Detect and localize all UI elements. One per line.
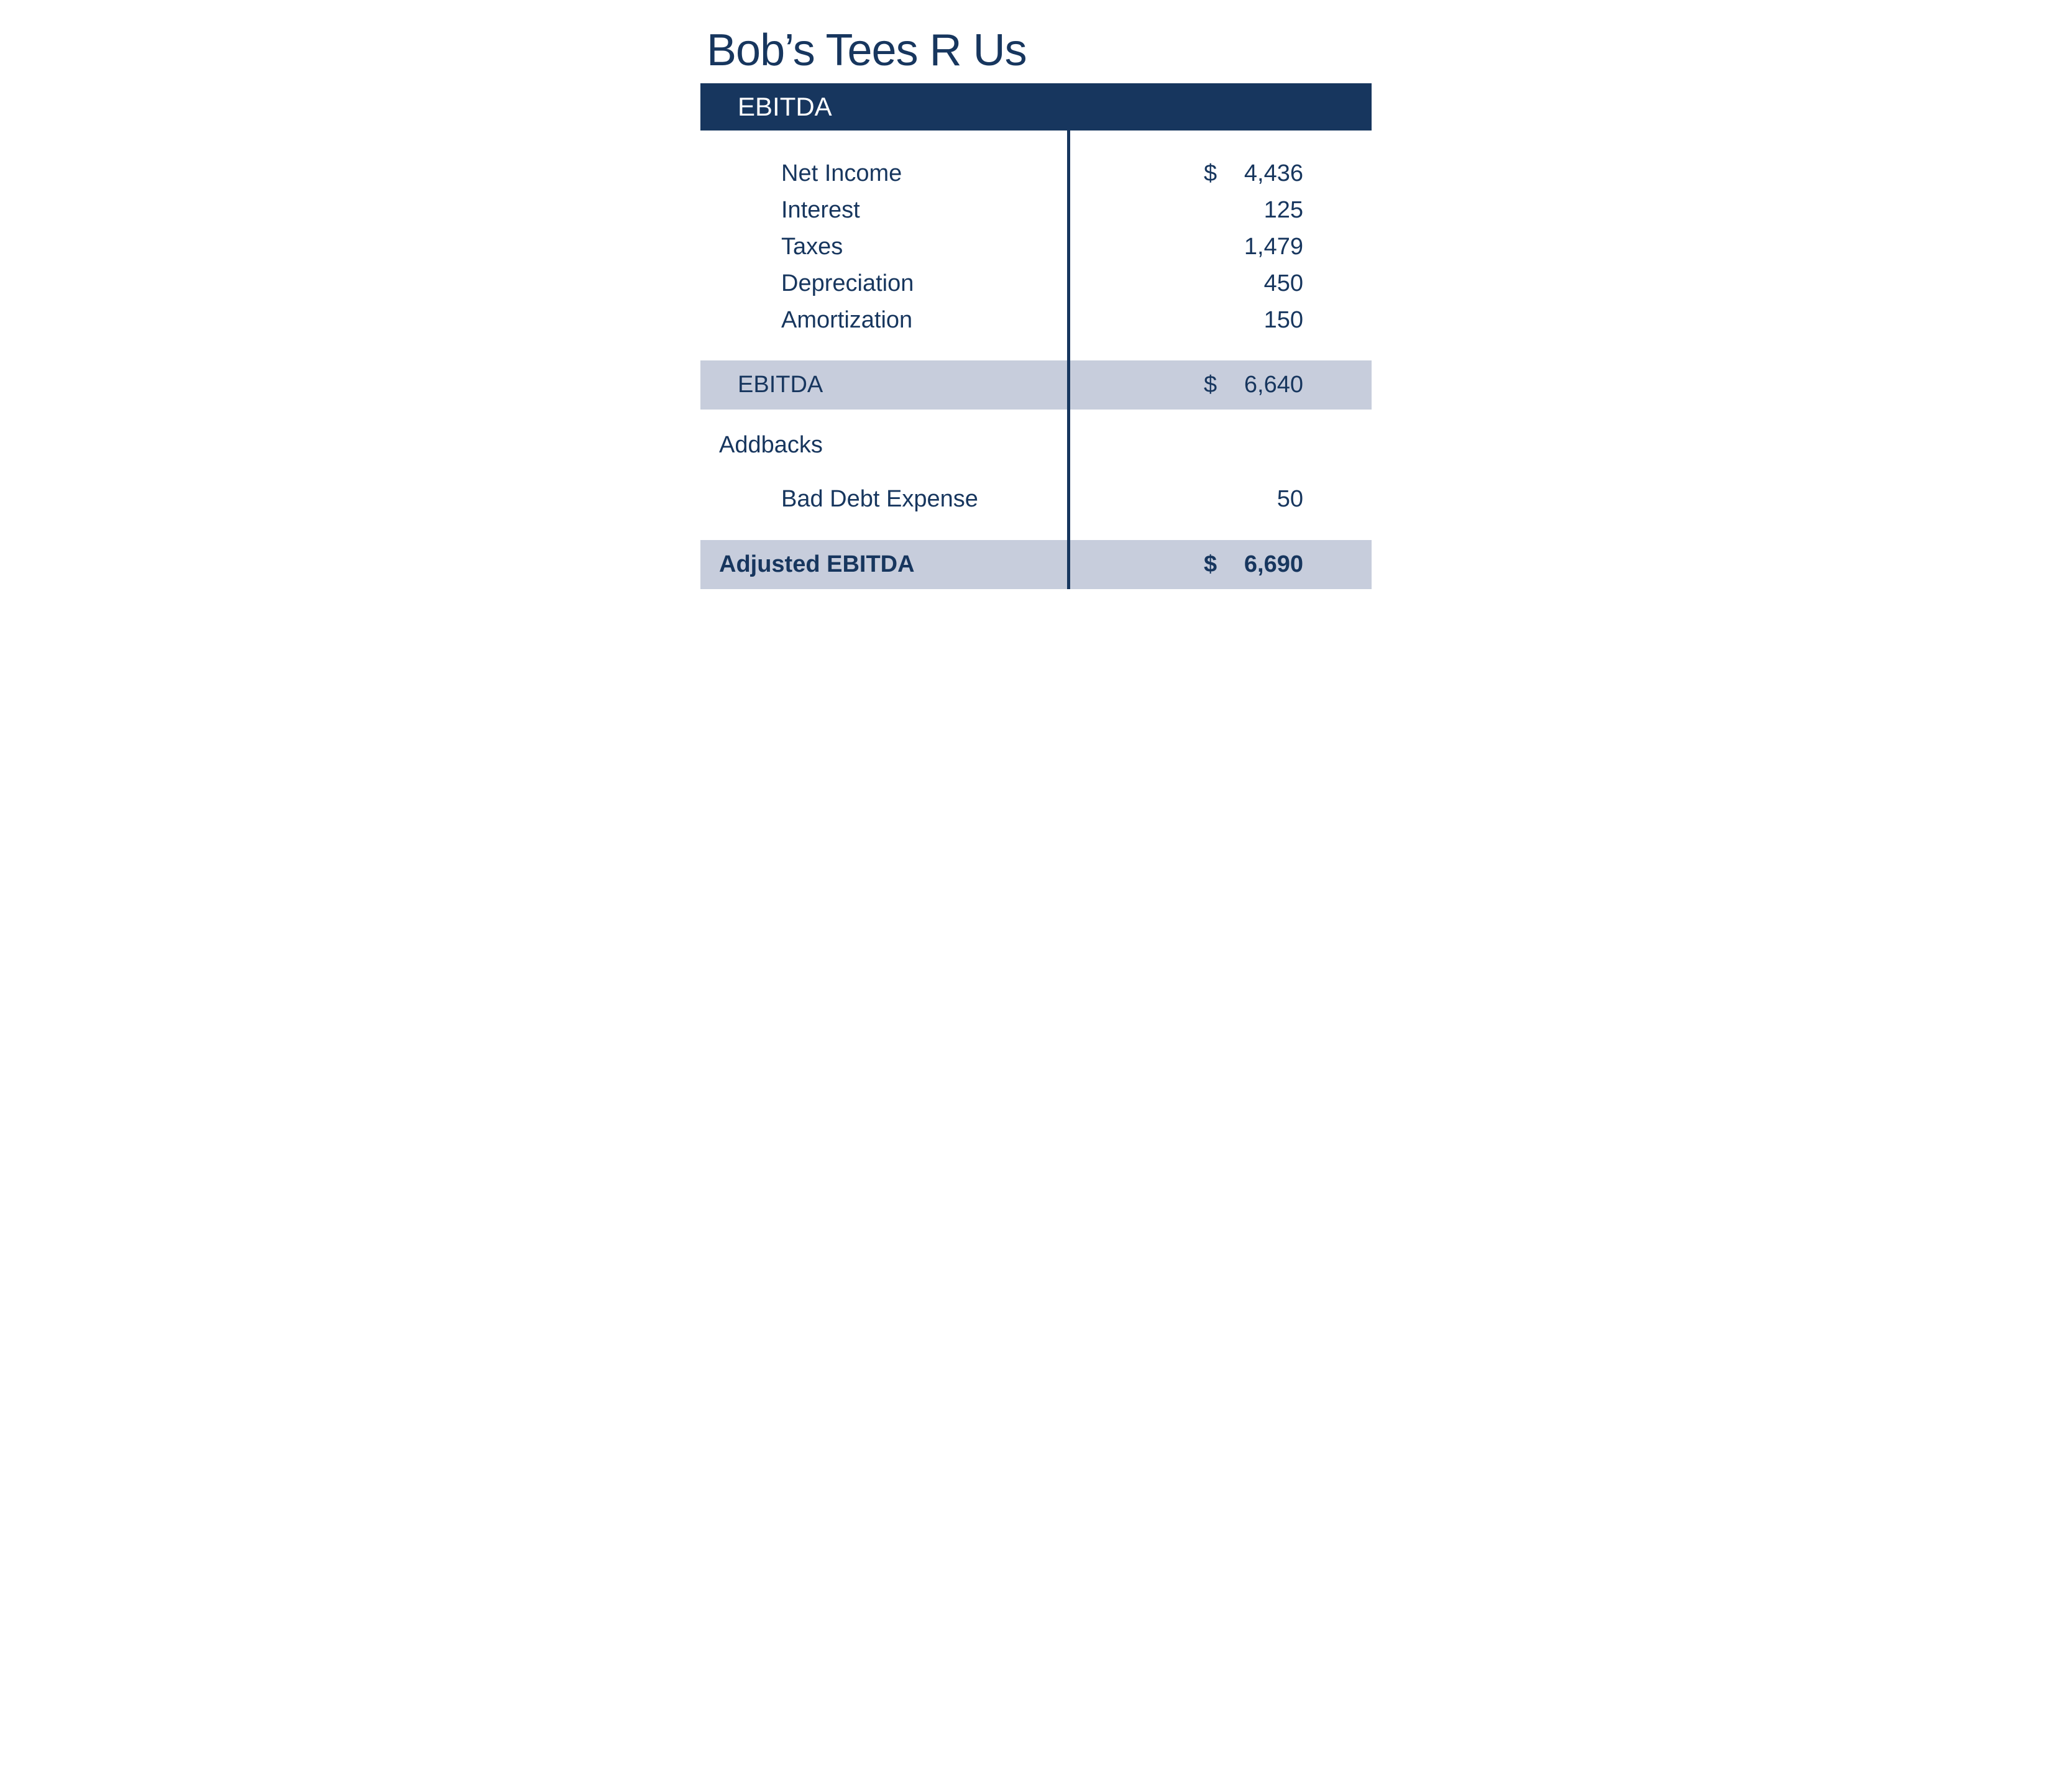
amount: 4,436 — [1229, 155, 1303, 192]
value: 150 — [1067, 302, 1372, 339]
section-header: EBITDA — [700, 83, 1372, 131]
label: Amortization — [700, 302, 1067, 339]
currency-symbol: $ — [1204, 155, 1217, 192]
addbacks-heading-row: Addbacks — [700, 432, 1372, 459]
amount: 6,690 — [1229, 551, 1303, 578]
label: Taxes — [700, 229, 1067, 265]
value: 1,479 — [1067, 229, 1372, 265]
label: Net Income — [700, 155, 1067, 192]
amount: 450 — [1229, 265, 1303, 302]
value: 50 — [1067, 481, 1372, 518]
line-net-income: Net Income $ 4,436 — [700, 155, 1372, 192]
line-taxes: Taxes 1,479 — [700, 229, 1372, 265]
addbacks-heading: Addbacks — [700, 432, 1067, 459]
value: $ 6,690 — [1067, 551, 1372, 578]
currency-symbol — [1204, 481, 1217, 518]
amount: 150 — [1229, 302, 1303, 339]
final-adjusted-ebitda: Adjusted EBITDA $ 6,690 — [700, 540, 1372, 589]
line-bad-debt: Bad Debt Expense 50 — [700, 481, 1372, 518]
label: EBITDA — [700, 372, 1067, 398]
currency-symbol — [1204, 192, 1217, 229]
label: Bad Debt Expense — [700, 481, 1067, 518]
label: Interest — [700, 192, 1067, 229]
currency-symbol — [1204, 302, 1217, 339]
value: $ 6,640 — [1067, 372, 1372, 398]
currency-symbol: $ — [1204, 551, 1217, 578]
value: $ 4,436 — [1067, 155, 1372, 192]
currency-symbol — [1204, 229, 1217, 265]
line-depreciation: Depreciation 450 — [700, 265, 1372, 302]
value: 450 — [1067, 265, 1372, 302]
label: Adjusted EBITDA — [700, 551, 1067, 578]
amount: 1,479 — [1229, 229, 1303, 265]
vertical-divider — [1067, 131, 1070, 589]
currency-symbol — [1204, 265, 1217, 302]
value: 125 — [1067, 192, 1372, 229]
currency-symbol: $ — [1204, 372, 1217, 398]
amount: 6,640 — [1229, 372, 1303, 398]
label: Depreciation — [700, 265, 1067, 302]
line-interest: Interest 125 — [700, 192, 1372, 229]
table-body: Net Income $ 4,436 Interest 125 Taxes 1,… — [700, 131, 1372, 589]
ebitda-statement: Bob’s Tees R Us EBITDA Net Income $ 4,43… — [700, 25, 1372, 639]
line-amortization: Amortization 150 — [700, 302, 1372, 339]
amount: 125 — [1229, 192, 1303, 229]
company-title: Bob’s Tees R Us — [700, 25, 1372, 83]
amount: 50 — [1229, 481, 1303, 518]
subtotal-ebitda: EBITDA $ 6,640 — [700, 360, 1372, 410]
